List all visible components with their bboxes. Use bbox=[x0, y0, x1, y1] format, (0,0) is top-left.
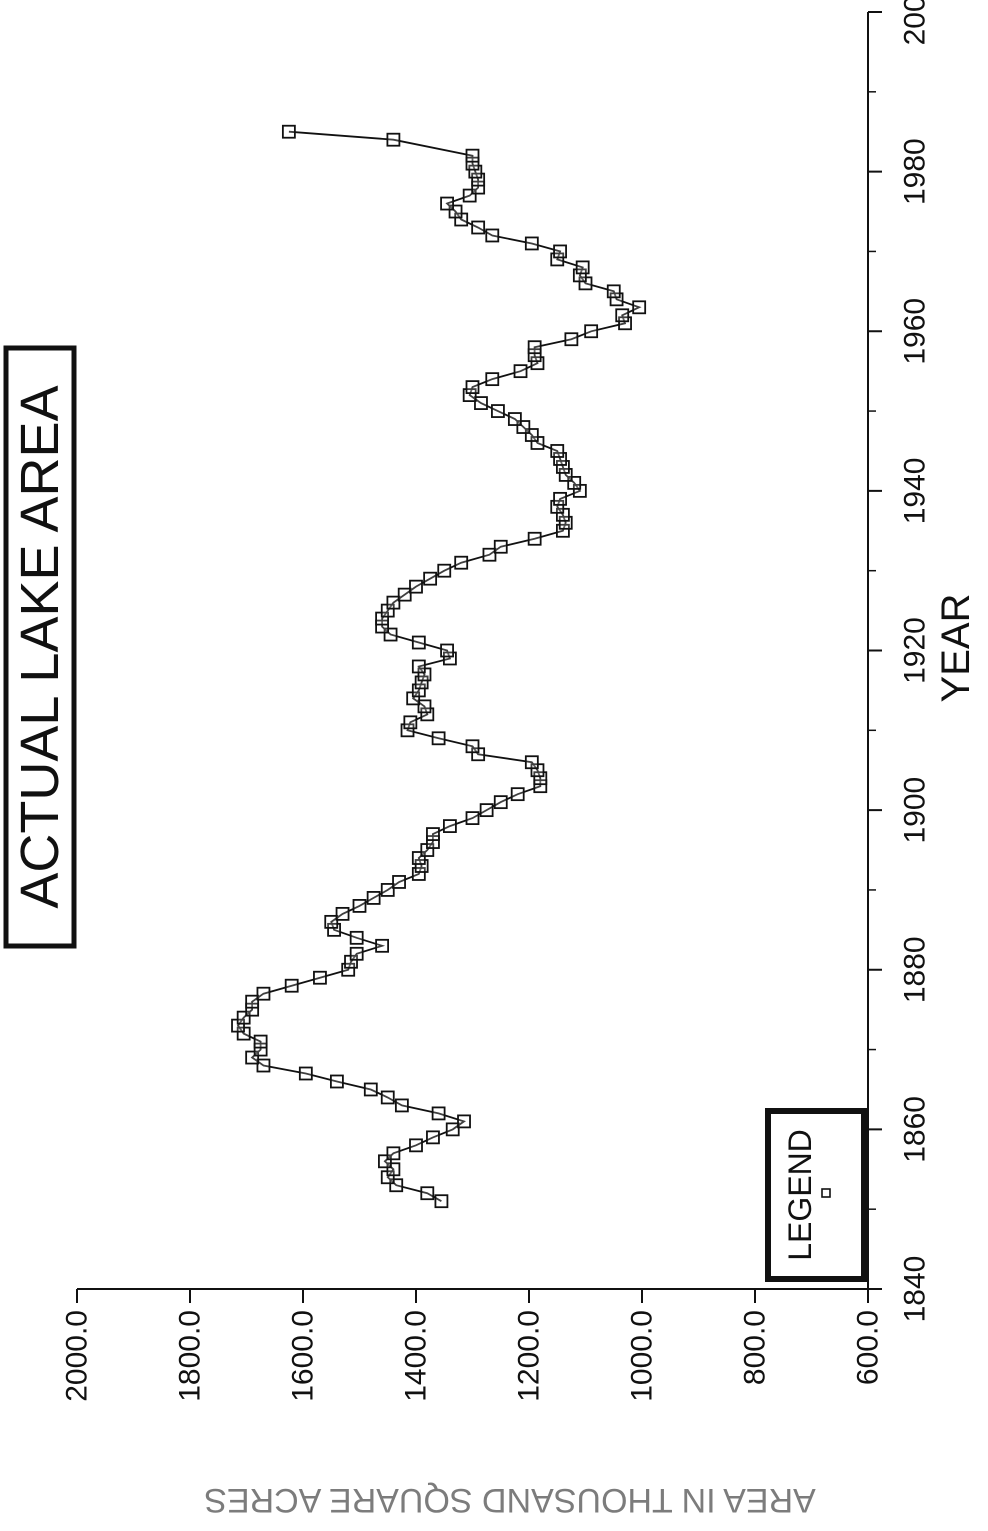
data-point bbox=[387, 597, 399, 609]
data-point bbox=[551, 445, 563, 457]
data-point bbox=[441, 198, 453, 210]
data-point bbox=[433, 1107, 445, 1119]
data-point bbox=[331, 1075, 343, 1087]
data-point bbox=[495, 796, 507, 808]
data-point bbox=[427, 828, 439, 840]
data-point bbox=[526, 237, 538, 249]
data-point bbox=[512, 788, 524, 800]
data-series bbox=[232, 126, 645, 1207]
value-tick-label: 2000.0 bbox=[61, 1310, 94, 1402]
data-point bbox=[529, 341, 541, 353]
data-point bbox=[444, 820, 456, 832]
data-point bbox=[486, 373, 498, 385]
data-point bbox=[396, 1099, 408, 1111]
data-point bbox=[633, 301, 645, 313]
data-point bbox=[255, 1036, 267, 1048]
year-tick-label: 1840 bbox=[899, 1256, 932, 1323]
data-point bbox=[515, 365, 527, 377]
data-point bbox=[418, 700, 430, 712]
data-point bbox=[404, 716, 416, 728]
data-point bbox=[354, 900, 366, 912]
data-point bbox=[455, 557, 467, 569]
data-point bbox=[483, 549, 495, 561]
data-point bbox=[246, 996, 258, 1008]
year-tick-label: 1860 bbox=[899, 1096, 932, 1163]
data-point bbox=[410, 1139, 422, 1151]
data-point bbox=[351, 948, 363, 960]
data-point bbox=[410, 581, 422, 593]
year-tick-label: 1900 bbox=[899, 777, 932, 844]
data-point bbox=[509, 413, 521, 425]
y-axis-title: AREA IN THOUSAND SQUARE ACRES bbox=[204, 1481, 816, 1519]
year-tick-label: 1880 bbox=[899, 936, 932, 1003]
data-point bbox=[438, 565, 450, 577]
data-point bbox=[492, 405, 504, 417]
data-point bbox=[608, 285, 620, 297]
data-point bbox=[441, 645, 453, 657]
data-point bbox=[421, 1187, 433, 1199]
data-point bbox=[447, 1123, 459, 1135]
data-point bbox=[413, 660, 425, 672]
chart-title: ACTUAL LAKE AREA bbox=[10, 385, 70, 908]
data-point bbox=[616, 309, 628, 321]
value-tick-label: 600.0 bbox=[852, 1310, 885, 1385]
year-tick-label: 1920 bbox=[899, 617, 932, 684]
year-tick-label: 1940 bbox=[899, 458, 932, 525]
value-tick-label: 800.0 bbox=[739, 1310, 772, 1385]
series-line bbox=[238, 132, 639, 1202]
data-point bbox=[565, 333, 577, 345]
legend-title: LEGEND bbox=[782, 1129, 818, 1261]
data-point bbox=[257, 988, 269, 1000]
data-point bbox=[337, 908, 349, 920]
data-point bbox=[472, 221, 484, 233]
data-point bbox=[577, 261, 589, 273]
value-tick-label: 1000.0 bbox=[626, 1310, 659, 1402]
legend-marker bbox=[822, 1189, 830, 1197]
data-point bbox=[300, 1068, 312, 1080]
data-point bbox=[585, 325, 597, 337]
data-point bbox=[467, 740, 479, 752]
data-point bbox=[286, 980, 298, 992]
value-tick-label: 1200.0 bbox=[513, 1310, 546, 1402]
data-point bbox=[467, 381, 479, 393]
data-point bbox=[387, 134, 399, 146]
data-point bbox=[481, 804, 493, 816]
data-point bbox=[435, 1195, 447, 1207]
value-tick-label: 1600.0 bbox=[287, 1310, 320, 1402]
year-tick-label: 1980 bbox=[899, 138, 932, 205]
data-point bbox=[382, 884, 394, 896]
data-point bbox=[413, 637, 425, 649]
data-point bbox=[376, 940, 388, 952]
data-point bbox=[351, 932, 363, 944]
data-point bbox=[365, 1083, 377, 1095]
data-point bbox=[382, 1091, 394, 1103]
data-point bbox=[424, 573, 436, 585]
data-point bbox=[368, 892, 380, 904]
data-point bbox=[467, 150, 479, 162]
year-tick-label: 1960 bbox=[899, 298, 932, 365]
data-point bbox=[486, 229, 498, 241]
data-point bbox=[554, 245, 566, 257]
data-point bbox=[554, 493, 566, 505]
data-point bbox=[475, 397, 487, 409]
data-point bbox=[283, 126, 295, 138]
value-tick-label: 1800.0 bbox=[174, 1310, 207, 1402]
data-point bbox=[526, 756, 538, 768]
data-point bbox=[529, 533, 541, 545]
data-point bbox=[257, 1060, 269, 1072]
x-axis-title: YEAR bbox=[934, 594, 978, 703]
year-tick-label: 2000 bbox=[899, 0, 932, 45]
data-point bbox=[314, 972, 326, 984]
data-point bbox=[458, 1115, 470, 1127]
data-point bbox=[433, 732, 445, 744]
data-point bbox=[393, 876, 405, 888]
data-point bbox=[387, 1147, 399, 1159]
data-point bbox=[467, 812, 479, 824]
data-point bbox=[495, 541, 507, 553]
data-point bbox=[427, 1131, 439, 1143]
value-tick-label: 1400.0 bbox=[400, 1310, 433, 1402]
data-point bbox=[399, 589, 411, 601]
data-point bbox=[325, 916, 337, 928]
